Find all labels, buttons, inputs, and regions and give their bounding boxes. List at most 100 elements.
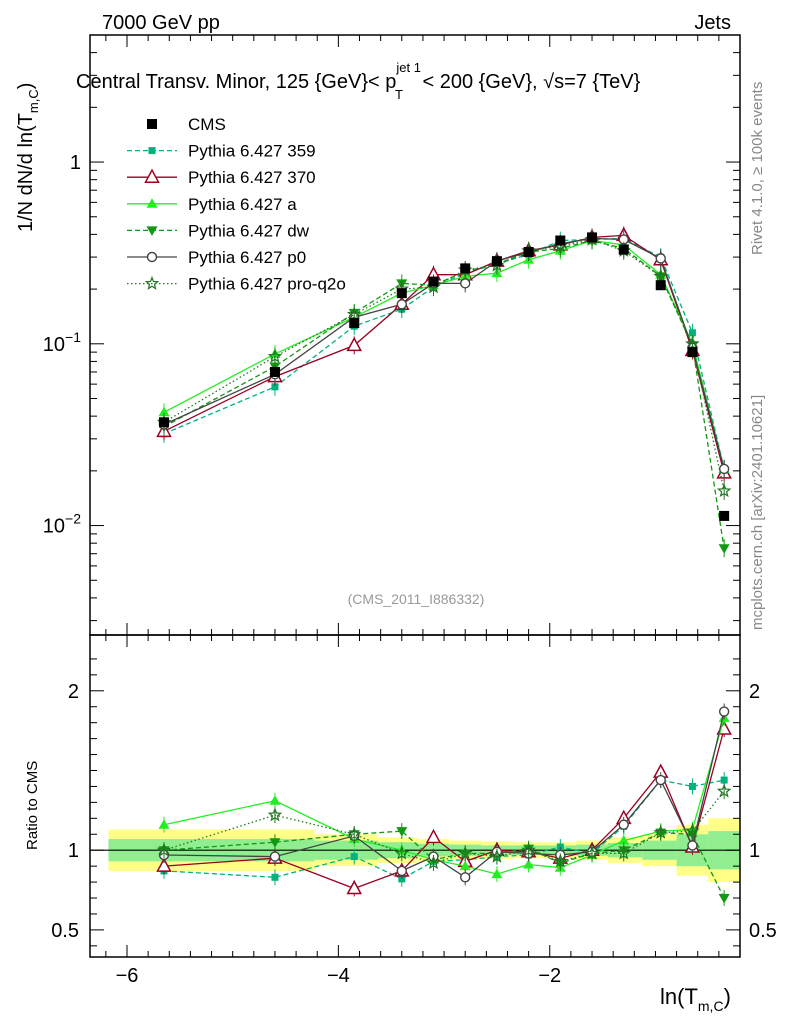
point-cms xyxy=(491,256,502,267)
point-pp0 xyxy=(460,278,471,289)
point-pq2o xyxy=(685,336,700,351)
title-pre: Central Transv. Minor, 125 {GeV}< p xyxy=(76,71,396,93)
main-y-label-sub: m,C xyxy=(26,89,41,113)
ratio-line-pa xyxy=(163,717,725,875)
ratio-point-pp0 xyxy=(269,851,281,862)
ratio-point-pp0 xyxy=(460,872,471,883)
legend-entry-p370: Pythia 6.427 370 xyxy=(127,168,316,187)
ratio-point-pq2o xyxy=(521,842,536,857)
y-tick-exp: −1 xyxy=(65,329,81,345)
x-label-post: ) xyxy=(724,984,731,1009)
series-line-pa xyxy=(163,239,725,470)
point-cms xyxy=(587,232,598,243)
ratio-point-pq2o xyxy=(685,823,700,838)
series-line-p359 xyxy=(163,237,725,470)
y-tick-label: 10−1 xyxy=(43,329,81,356)
ratio-line-p359 xyxy=(163,779,725,880)
series-pq2o xyxy=(156,230,732,500)
ratio-y-label: Ratio to CMS xyxy=(24,761,41,850)
point-pq2o xyxy=(716,483,732,498)
point-pa xyxy=(158,406,170,417)
ratio-point-pq2o xyxy=(716,783,732,798)
analysis-watermark: (CMS_2011_I886332) xyxy=(348,591,485,607)
header-left: 7000 GeV pp xyxy=(102,12,220,34)
legend-entry-pq2o: Pythia 6.427 pro-q2o xyxy=(127,275,346,294)
series-pa xyxy=(158,231,730,478)
point-cms xyxy=(349,318,360,329)
ratio-series-pq2o xyxy=(156,783,732,871)
point-cms xyxy=(618,244,629,255)
ratio-line-pp0 xyxy=(163,711,725,879)
point-pp0 xyxy=(718,463,730,475)
ratio-y-tick-label-right: 1 xyxy=(749,840,760,862)
rivet-label: Rivet 4.1.0, ≥ 100k events xyxy=(749,82,766,255)
x-tick-label: −2 xyxy=(538,965,561,987)
ratio-point-pp0 xyxy=(655,774,666,786)
ratio-point-pq2o xyxy=(457,845,473,860)
point-cms xyxy=(555,235,566,246)
main-y-label: 1/N dN/d ln(Tm,C) xyxy=(15,83,41,232)
ratio-point-pa xyxy=(618,835,630,845)
ratio-y-tick-label: 0.5 xyxy=(51,920,79,942)
x-label-sub: m,C xyxy=(698,998,724,1014)
mcplots-label: mcplots.cern.ch [arXiv:2401.10621] xyxy=(749,395,766,630)
ratio-point-pq2o xyxy=(267,807,283,822)
legend-entry-p359: Pythia 6.427 359 xyxy=(127,142,316,161)
legend-marker-p359 xyxy=(148,147,156,155)
ratio-point-pq2o xyxy=(156,842,172,857)
series-cms xyxy=(158,232,730,521)
title-post: < 200 {GeV}, √s=7 {TeV} xyxy=(417,71,641,93)
ratio-point-p370 xyxy=(156,857,172,872)
ratio-point-pq2o xyxy=(584,845,600,860)
ratio-point-p359 xyxy=(350,853,358,861)
point-cms xyxy=(460,263,471,274)
point-pq2o xyxy=(346,306,362,321)
legend-label-pa: Pythia 6.427 a xyxy=(188,195,297,214)
header-right: Jets xyxy=(694,12,731,34)
ratio-point-pp0 xyxy=(687,840,698,851)
point-cms xyxy=(523,246,534,257)
point-pp0 xyxy=(396,299,407,310)
ratio-y-tick-label-right: 2 xyxy=(749,681,760,703)
x-tick-label: −6 xyxy=(116,965,139,987)
ratio-point-pp0 xyxy=(618,819,629,830)
ratio-panel: −6 −4 −2 0.5 0.5 1 1 2 2 xyxy=(51,634,777,987)
ratio-point-p370 xyxy=(346,879,362,895)
point-pdw xyxy=(718,544,730,554)
legend-entry-cms: CMS xyxy=(147,115,226,134)
point-p359 xyxy=(688,329,696,337)
point-cms xyxy=(396,288,407,299)
legend-label-p370: Pythia 6.427 370 xyxy=(188,168,316,187)
ratio-point-pa xyxy=(158,819,170,829)
ratio-point-p359 xyxy=(720,776,728,784)
series-line-p370 xyxy=(163,234,725,474)
ratio-point-pa xyxy=(459,860,471,871)
y-tick-exp: −2 xyxy=(65,511,81,527)
legend-marker-p370 xyxy=(144,168,160,183)
ratio-point-pp0 xyxy=(396,865,407,877)
legend-label-p359: Pythia 6.427 359 xyxy=(188,142,316,161)
x-label-pre: ln(T xyxy=(660,984,698,1009)
point-pq2o xyxy=(653,268,668,283)
title-sub: T xyxy=(395,87,403,102)
ratio-point-pq2o xyxy=(653,825,668,839)
ratio-point-p359 xyxy=(688,782,696,790)
point-p370 xyxy=(346,336,362,352)
legend-marker-pp0 xyxy=(146,251,158,263)
legend: CMS Pythia 6.427 359 Pythia 6.427 370 Pythi… xyxy=(127,115,346,294)
point-p359 xyxy=(271,383,279,391)
ratio-y-tick-label: 2 xyxy=(68,681,79,703)
point-cms xyxy=(428,276,439,287)
ratio-y-tick-label-right: 0.5 xyxy=(749,920,777,942)
x-axis-label: ln(Tm,C) xyxy=(660,984,731,1014)
point-pp0 xyxy=(655,253,666,264)
x-tick-label: −4 xyxy=(327,965,350,987)
ratio-point-pq2o xyxy=(553,853,568,868)
title-sup: jet 1 xyxy=(395,60,421,75)
plot-title: Central Transv. Minor, 125 {GeV}< pjet 1… xyxy=(76,60,641,102)
legend-entry-pp0: Pythia 6.427 p0 xyxy=(127,248,306,267)
legend-label-pdw: Pythia 6.427 dw xyxy=(188,221,310,240)
ratio-point-pq2o xyxy=(426,855,441,870)
point-cms xyxy=(719,510,730,521)
